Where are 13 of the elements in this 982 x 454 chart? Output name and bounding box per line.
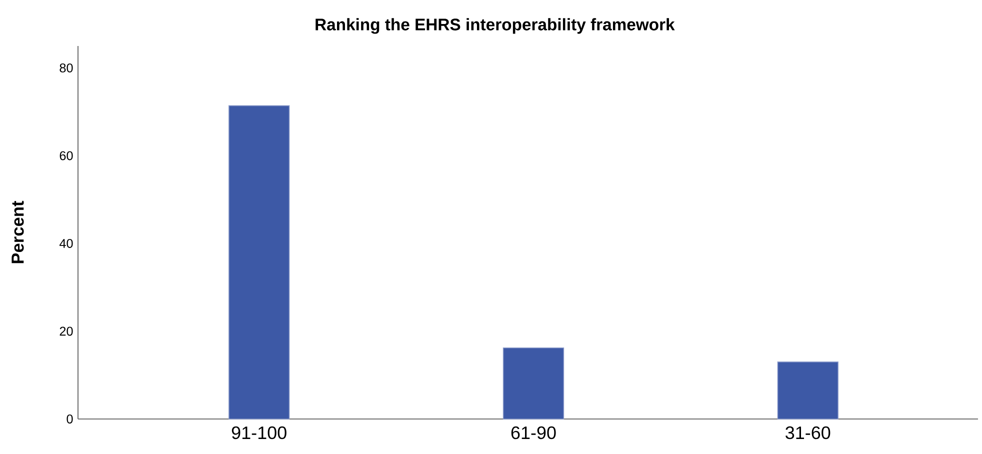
y-axis-title: Percent bbox=[12, 200, 24, 264]
y-tick-label: 0 bbox=[66, 414, 73, 424]
bar bbox=[228, 105, 290, 420]
y-tick-label: 40 bbox=[59, 238, 73, 248]
x-tick-label: 61-90 bbox=[511, 426, 556, 440]
y-tick-label: 60 bbox=[60, 151, 73, 160]
y-tick-label: 80 bbox=[60, 63, 73, 72]
x-tick-label: 91-100 bbox=[232, 426, 286, 440]
bar bbox=[777, 362, 838, 420]
chart-title: Ranking the EHRS interoperability framework bbox=[316, 18, 675, 34]
bar bbox=[502, 348, 564, 420]
y-tick-label: 20 bbox=[60, 326, 73, 336]
x-tick-label: 31-60 bbox=[786, 426, 830, 440]
